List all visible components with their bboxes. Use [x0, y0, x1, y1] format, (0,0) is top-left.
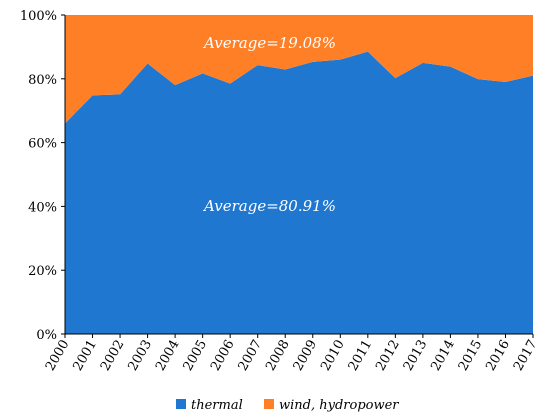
legend: thermal wind, hydropower: [176, 398, 399, 413]
annotation-0: Average=80.91%: [202, 197, 336, 215]
legend-swatch-1: [264, 399, 274, 409]
x-tick-label: 2013: [401, 338, 431, 374]
area-series-1: [65, 15, 533, 124]
x-tick-label: 2007: [236, 338, 266, 374]
x-tick-label: 2010: [318, 338, 348, 374]
x-tick-label: 2008: [263, 338, 293, 374]
x-tick-label: 2015: [456, 338, 486, 374]
x-tick-label: 2003: [126, 338, 156, 374]
x-tick-label: 2012: [373, 338, 403, 374]
x-tick-label: 2006: [208, 338, 238, 374]
x-tick-label: 2002: [98, 338, 128, 374]
x-tick-label: 2004: [153, 338, 183, 374]
annotation-1: Average=19.08%: [202, 34, 336, 52]
plot-area: [65, 15, 533, 335]
legend-swatch-0: [176, 399, 186, 409]
annotations: Average=80.91% Average=19.08%: [202, 34, 336, 215]
y-tick-label: 100%: [20, 9, 57, 24]
x-tick-label: 2014: [428, 338, 458, 374]
x-tick-label: 2001: [70, 338, 100, 374]
x-tick-label: 2017: [511, 338, 541, 374]
y-tick-label: 40%: [28, 200, 57, 215]
x-tick-label: 2005: [181, 338, 211, 374]
y-tick-label: 0%: [36, 328, 57, 343]
x-tick-label: 2009: [291, 338, 321, 374]
legend-label-0: thermal: [191, 398, 243, 413]
y-tick-label: 60%: [28, 137, 57, 152]
x-tick-label: 2011: [346, 338, 376, 374]
area-series-0: [65, 51, 533, 335]
y-tick-label: 80%: [28, 73, 57, 88]
x-tick-label: 2016: [483, 338, 513, 374]
y-tick-label: 20%: [28, 264, 57, 279]
legend-label-1: wind, hydropower: [279, 398, 399, 413]
